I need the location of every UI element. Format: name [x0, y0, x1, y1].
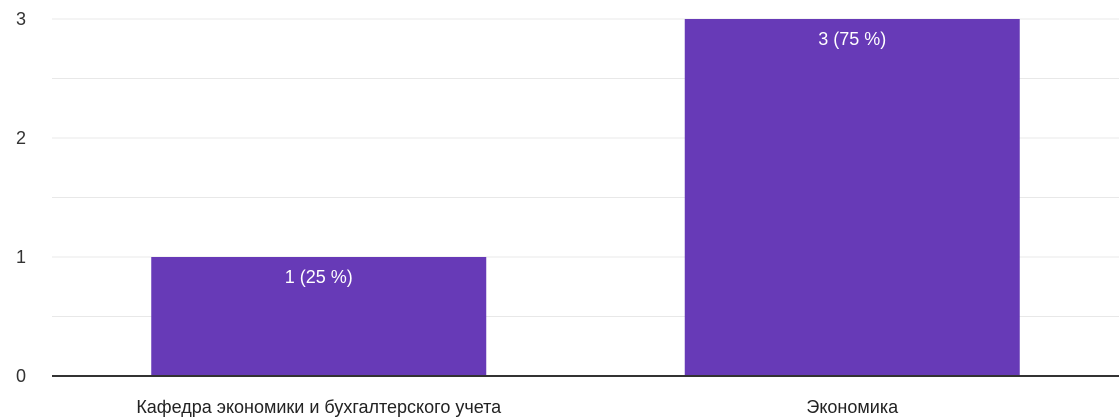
- y-axis-ticks: 0 1 2 3: [16, 9, 26, 386]
- bar: [684, 19, 1020, 376]
- y-tick-label: 3: [16, 9, 26, 29]
- x-category-label: Кафедра экономики и бухгалтерского учета: [136, 397, 502, 417]
- bar-data-label: 3 (75 %): [818, 29, 886, 49]
- bars: [151, 19, 1020, 376]
- bar-data-label: 1 (25 %): [285, 267, 353, 287]
- x-axis-categories: Кафедра экономики и бухгалтерского учета…: [136, 397, 899, 417]
- y-tick-label: 1: [16, 247, 26, 267]
- y-tick-label: 2: [16, 128, 26, 148]
- data-labels: 1 (25 %) 3 (75 %): [285, 29, 887, 287]
- x-category-label: Экономика: [806, 397, 899, 417]
- y-tick-label: 0: [16, 366, 26, 386]
- bar: [151, 257, 487, 376]
